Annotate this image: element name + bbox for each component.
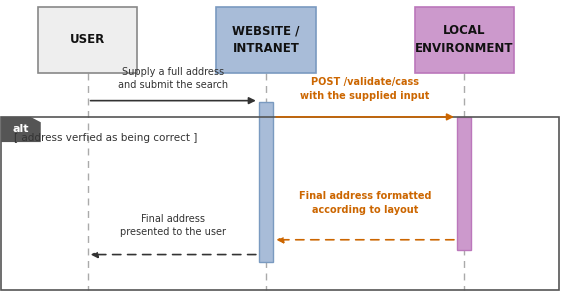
- Text: [ address verfied as being correct ]: [ address verfied as being correct ]: [14, 133, 198, 143]
- Text: WEBSITE /
INTRANET: WEBSITE / INTRANET: [232, 25, 300, 55]
- Bar: [259, 102, 273, 262]
- Bar: [38, 7, 137, 73]
- Text: Supply a full address
and submit the search: Supply a full address and submit the sea…: [118, 67, 228, 90]
- Bar: [414, 7, 514, 73]
- Text: Final address
presented to the user: Final address presented to the user: [119, 214, 226, 237]
- Bar: [1, 117, 559, 290]
- Polygon shape: [1, 117, 41, 142]
- Text: USER: USER: [70, 33, 105, 46]
- Text: alt: alt: [12, 125, 29, 134]
- Bar: [457, 117, 471, 250]
- Text: Final address formatted
according to layout: Final address formatted according to lay…: [299, 192, 431, 215]
- Text: POST /validate/cass
with the supplied input: POST /validate/cass with the supplied in…: [301, 78, 430, 101]
- Text: LOCAL
ENVIRONMENT: LOCAL ENVIRONMENT: [415, 25, 513, 55]
- Bar: [216, 7, 315, 73]
